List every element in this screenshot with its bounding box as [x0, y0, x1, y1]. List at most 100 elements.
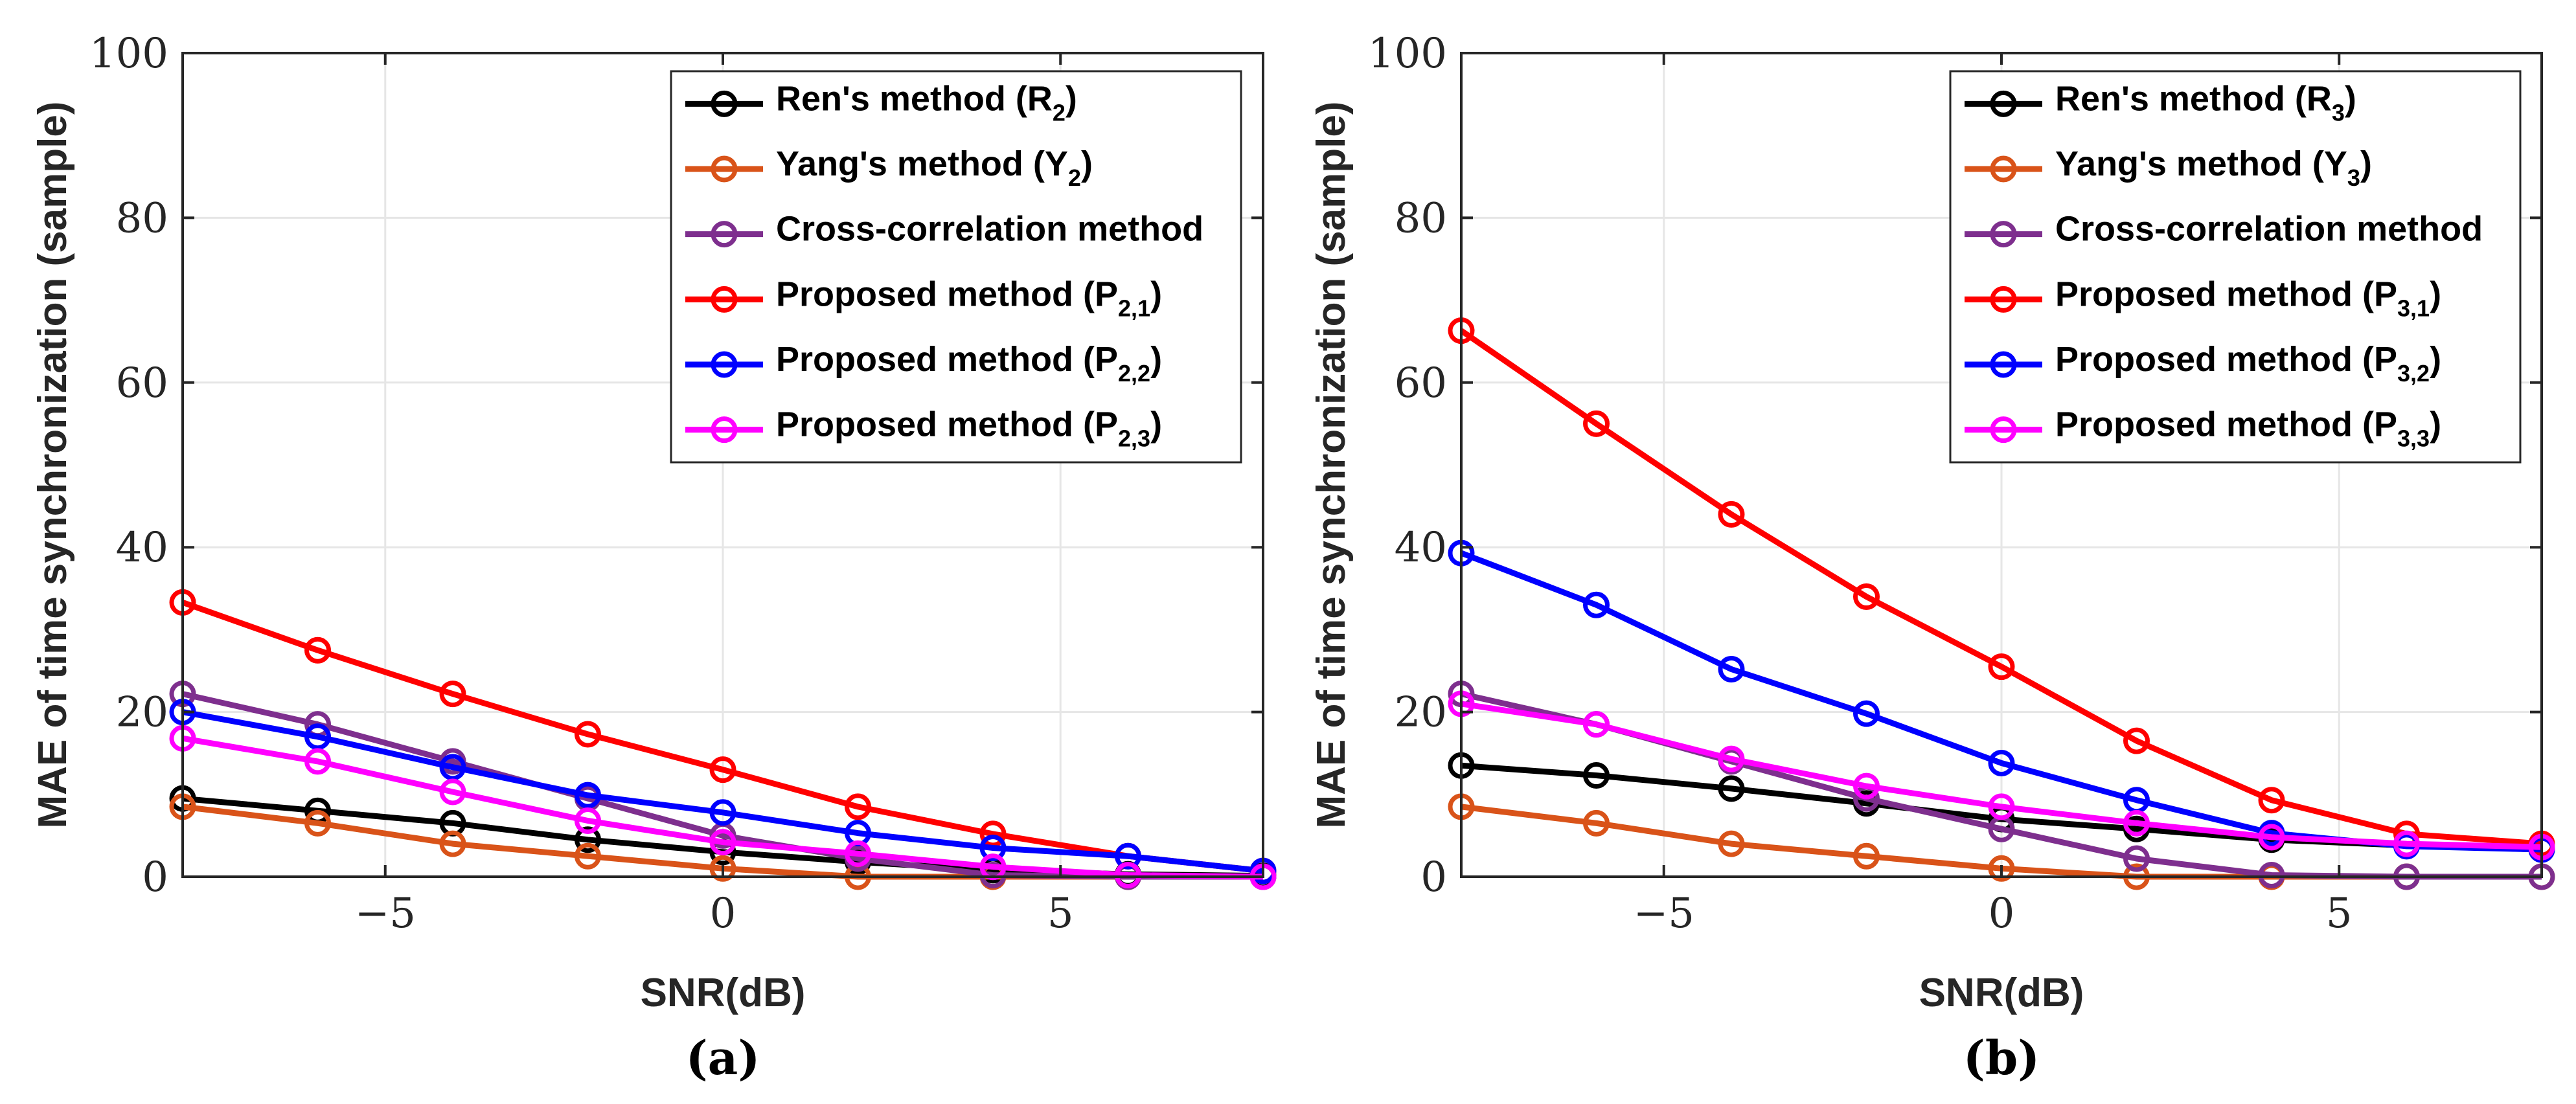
legend-label-end: ) [1150, 405, 1162, 444]
data-point [2393, 830, 2420, 857]
series-line-6 [1461, 701, 2542, 850]
legend-item: Ren's method (R3) [1965, 79, 2356, 126]
legend-label: Ren's method (R2) [776, 79, 1077, 126]
data-point [979, 834, 1007, 861]
data-point [1583, 591, 1610, 618]
y-tick-label: 100 [89, 30, 168, 78]
data-point [575, 782, 601, 809]
data-point [575, 721, 601, 748]
data-point [439, 681, 466, 708]
y-axis-label: MAE of time synchronization (sample) [1309, 101, 1354, 828]
legend-item: Proposed method (P3,1) [1965, 275, 2441, 321]
data-point [1988, 653, 2015, 681]
data-point [2258, 787, 2285, 814]
data-point [845, 840, 871, 867]
data-point [1718, 655, 1745, 682]
legend-label-end: ) [2430, 275, 2441, 313]
series-line-5 [182, 709, 1264, 874]
legend: Ren's method (R2) Yang's method (Y2) Cross… [670, 70, 1242, 464]
legend-marker [711, 155, 738, 183]
y-tick-label: 20 [1395, 689, 1447, 737]
data-point [1988, 749, 2015, 776]
legend-item: Ren's method (R2) [685, 79, 1077, 126]
data-point [304, 809, 331, 837]
legend-label-subscript: 2,3 [1118, 425, 1150, 452]
x-tick-label: −5 [1634, 890, 1694, 938]
legend-label-main: Proposed method (P [2055, 275, 2397, 313]
legend-marker [1990, 351, 2017, 378]
legend-marker [711, 221, 738, 248]
legend-box [670, 70, 1242, 464]
legend-item: Proposed method (P2,2) [685, 340, 1162, 387]
x-axis-label: SNR(dB) [1919, 971, 2084, 1015]
series-line-4 [1459, 328, 2542, 847]
legend-label-main: Proposed method (P [2055, 405, 2397, 444]
legend-label: Proposed method (P3,2) [2055, 340, 2441, 387]
x-tick-label: 5 [1047, 890, 1074, 938]
y-axis-label: MAE of time synchronization (sample) [30, 101, 75, 828]
legend-label-subscript: 2 [1068, 164, 1081, 191]
legend-label: Proposed method (P2,1) [776, 275, 1162, 321]
legend-label-main: Proposed method (P [2055, 340, 2397, 379]
legend-label: Proposed method (P2,3) [776, 405, 1162, 452]
legend-label: Ren's method (R3) [2055, 79, 2356, 126]
data-point [1583, 410, 1610, 437]
data-point [709, 756, 736, 783]
data-point [1853, 772, 1880, 800]
y-tick-label: 40 [1395, 524, 1447, 572]
legend-label-end: ) [1081, 144, 1093, 183]
data-point [1583, 809, 1610, 837]
legend-box [1949, 70, 2522, 464]
legend-label: Cross-correlation method [776, 210, 1203, 249]
legend-marker [711, 351, 738, 378]
legend-item: Proposed method (P3,3) [1965, 405, 2441, 452]
data-point [2258, 824, 2285, 851]
y-tick-label: 20 [116, 689, 168, 737]
legend-label-end: ) [2345, 79, 2356, 118]
legend-label-subscript: 3 [2332, 99, 2345, 126]
legend-marker [711, 416, 738, 444]
data-point [1853, 700, 1880, 727]
data-point [304, 748, 331, 775]
legend-label-main: Cross-correlation method [776, 210, 1203, 249]
data-point [2258, 861, 2285, 888]
legend-label-end: ) [2430, 405, 2441, 444]
legend-label-end: ) [1066, 79, 1077, 118]
data-point [709, 799, 736, 826]
legend-label-end: ) [2430, 340, 2441, 379]
legend: Ren's method (R3)Yang's method (Y3)Cross… [1949, 70, 2522, 464]
legend-label: Yang's method (Y2) [776, 144, 1093, 191]
data-point [2123, 727, 2150, 754]
y-tick-label: 100 [1368, 30, 1447, 78]
legend-marker [1990, 90, 2017, 117]
panel-caption: (b) [1963, 1030, 2040, 1085]
data-point [1583, 711, 1610, 738]
y-tick-label: 0 [1420, 853, 1447, 901]
legend-label-main: Ren's method (R [2055, 79, 2332, 118]
legend-label: Cross-correlation method [2055, 210, 2483, 249]
data-point [304, 723, 331, 750]
legend-marker [711, 90, 738, 117]
data-point [575, 807, 601, 835]
panel-caption: (a) [686, 1030, 760, 1085]
data-point [1718, 830, 1745, 857]
data-point [1115, 861, 1141, 888]
y-tick-label: 80 [1395, 194, 1447, 242]
legend-label-main: Cross-correlation method [2055, 210, 2483, 249]
legend-label-main: Yang's method (Y [776, 144, 1068, 183]
data-point [439, 830, 466, 857]
data-point [439, 754, 466, 781]
panel-b: −5 0 5 0 20 40 60 80 100 SNR(dB) MAE of time synch… [1309, 30, 2555, 1085]
legend-label: Proposed method (P3,3) [2055, 405, 2441, 452]
legend-label-subscript: 3,1 [2397, 295, 2430, 321]
data-point [1853, 583, 1880, 611]
legend-label: Proposed method (P3,1) [2055, 275, 2441, 321]
legend-item: Proposed method (P2,3) [685, 405, 1162, 452]
panel-a: −5 0 5 0 20 40 60 80 100 SNR(dB) MAE of time synch… [30, 30, 1277, 1085]
legend-item: Proposed method (P3,2) [1965, 340, 2441, 387]
x-axis-label: SNR(dB) [641, 971, 806, 1015]
data-point [1988, 793, 2015, 820]
legend-label-main: Proposed method (P [776, 340, 1118, 379]
data-point [1718, 501, 1745, 528]
